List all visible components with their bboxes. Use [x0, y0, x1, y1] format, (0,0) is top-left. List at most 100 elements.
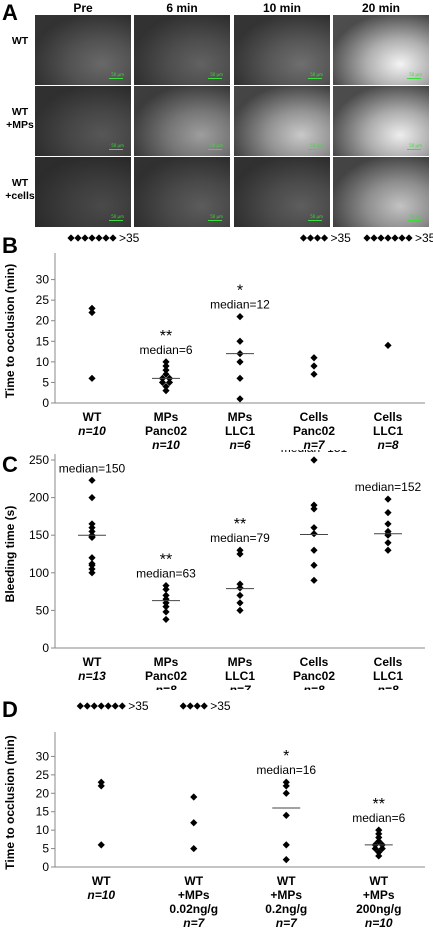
data-point	[162, 603, 170, 611]
category-label: Panc02	[293, 669, 335, 683]
above-range-point	[299, 234, 308, 242]
median-annotation: median=79	[210, 531, 270, 545]
y-tick-label: 5	[42, 842, 49, 856]
scale-bar-label: 50 μm	[210, 72, 223, 77]
data-point	[88, 308, 96, 317]
category-label: +MPs	[178, 888, 210, 902]
y-tick-label: 100	[29, 566, 49, 580]
panel-d-letter: D	[2, 697, 18, 722]
micrograph-tile: 50 μm	[35, 15, 131, 85]
micrograph-tile: 50 μm	[333, 86, 429, 156]
row-header-1: WT +MPs	[6, 106, 34, 131]
median-annotation: median=150	[59, 461, 126, 475]
above-range-point	[398, 234, 406, 242]
scale-bar	[109, 220, 123, 221]
category-label: Cells	[300, 655, 329, 669]
data-point	[236, 374, 244, 382]
scale-bar	[109, 149, 123, 150]
column-header-3: 20 min	[361, 1, 400, 15]
above-range-point	[179, 702, 187, 710]
data-point	[236, 358, 244, 366]
significance-stars: **	[160, 552, 172, 569]
above-range-point	[320, 234, 329, 242]
category-label: 0.02ng/g	[169, 902, 218, 916]
micrograph-tile: 50 μm	[35, 86, 131, 156]
median-annotation: median=152	[355, 480, 422, 494]
above-range-point	[83, 702, 91, 710]
category-label: WT	[83, 410, 102, 424]
micrograph-tile: 50 μm	[333, 15, 429, 85]
above-range-point	[102, 234, 110, 242]
panel-b-letter: B	[2, 233, 18, 258]
sample-size-label: n=13	[78, 669, 106, 683]
above-range-point	[97, 702, 105, 710]
data-point	[236, 599, 244, 607]
data-point	[162, 382, 170, 391]
sample-size-label: n=8	[377, 438, 398, 452]
micrograph-tile: 50 μm	[134, 86, 230, 156]
data-point	[162, 581, 170, 590]
y-tick-label: 10	[36, 355, 50, 369]
category-label: LLC1	[225, 669, 255, 683]
category-label: Panc02	[145, 424, 187, 438]
sample-size-label: n=7	[303, 438, 325, 452]
sample-size-label: n=10	[365, 916, 393, 930]
scale-bar-label: 50 μm	[310, 72, 323, 77]
median-annotation: median=63	[136, 567, 196, 581]
data-point	[190, 819, 198, 827]
category-label: Cells	[300, 410, 329, 424]
category-label: WT	[184, 874, 203, 888]
data-point	[190, 844, 198, 853]
above-range-point	[193, 702, 201, 710]
data-point	[88, 561, 96, 569]
data-point	[88, 304, 96, 312]
data-point	[375, 837, 383, 845]
scale-bar-label: 50 μm	[210, 214, 223, 219]
data-point	[384, 495, 392, 503]
y-tick-label: 25	[36, 293, 50, 307]
above-range-point	[370, 234, 378, 242]
data-point	[310, 362, 318, 370]
above-range-point	[313, 234, 322, 242]
category-label: Panc02	[293, 424, 335, 438]
data-point	[384, 520, 392, 528]
above-range-label: >35	[128, 699, 149, 713]
chart-c: 0 50 100 150 200 250 Bleeding time (s) median=1…	[3, 450, 425, 690]
data-point	[310, 501, 318, 509]
scale-bar	[208, 220, 222, 221]
sample-size-label: n=10	[78, 424, 106, 438]
above-range-point	[90, 702, 98, 710]
y-tick-label: 0	[42, 641, 49, 655]
category-label: 0.2ng/g	[265, 902, 307, 916]
above-range-point	[186, 702, 194, 710]
panel-a-letter: A	[2, 0, 18, 25]
micrograph-tile: 50 μm	[234, 86, 330, 156]
data-point	[162, 615, 170, 624]
data-point	[162, 591, 170, 599]
above-range-point	[76, 702, 84, 710]
y-tick-label: 0	[42, 396, 49, 410]
category-label: WT	[92, 874, 111, 888]
data-point	[310, 505, 318, 513]
data-point	[97, 841, 105, 849]
data-point	[310, 530, 318, 538]
panel-c-letter: C	[2, 452, 18, 477]
data-point	[88, 527, 96, 536]
data-point	[282, 789, 290, 797]
data-point	[236, 606, 244, 614]
median-annotation: median=6	[139, 343, 192, 357]
category-label: LLC1	[225, 424, 255, 438]
data-point	[310, 561, 318, 569]
data-point	[310, 354, 318, 362]
y-tick-label: 20	[36, 786, 50, 800]
data-point	[236, 580, 244, 588]
category-label: Cells	[374, 410, 403, 424]
data-point	[375, 833, 383, 842]
data-point	[162, 585, 170, 593]
above-range-point	[118, 702, 126, 710]
category-label: Panc02	[145, 669, 187, 683]
scale-bar-label: 50 μm	[210, 143, 223, 148]
above-range-label: >35	[415, 231, 433, 245]
category-label: WT	[277, 874, 296, 888]
sample-size-label: n=7	[276, 916, 298, 930]
